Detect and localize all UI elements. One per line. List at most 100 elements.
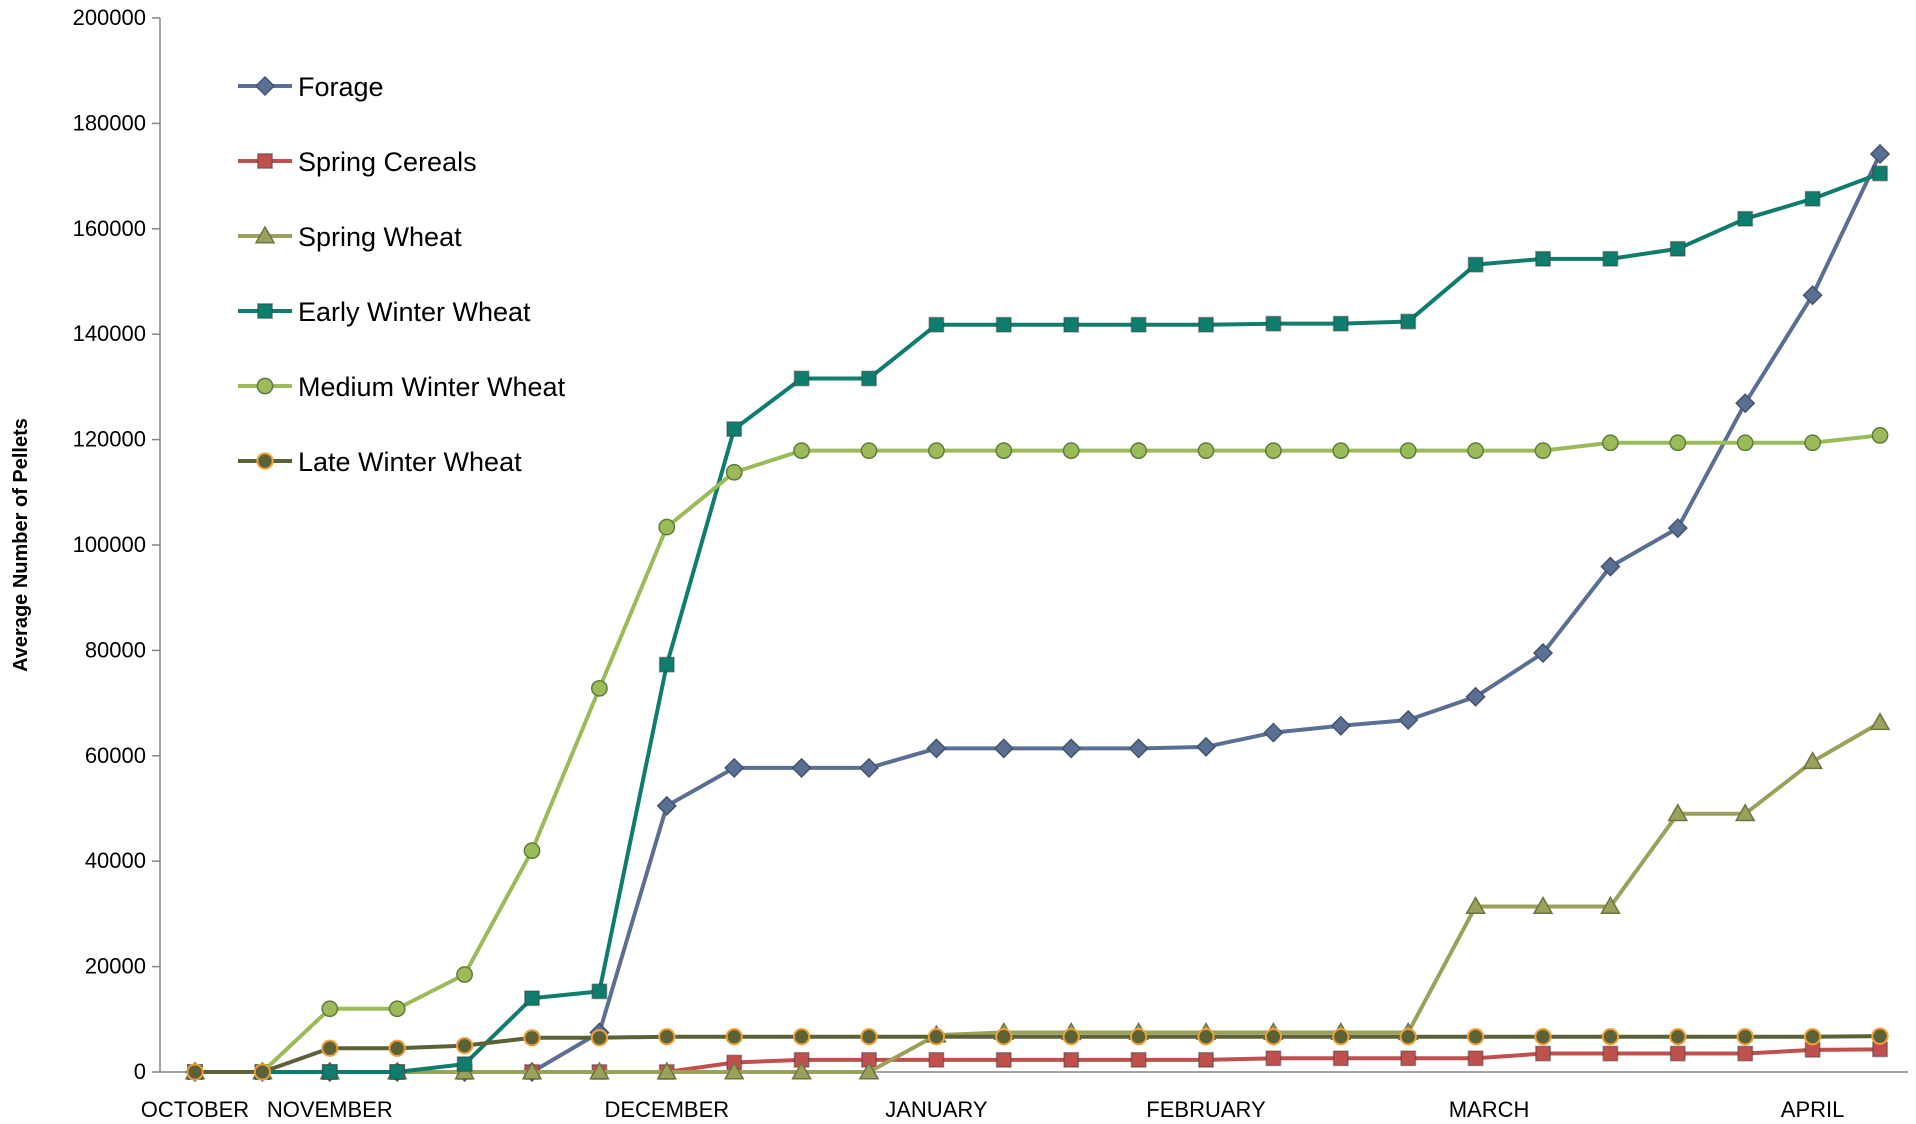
series-forage bbox=[184, 143, 1891, 1083]
series-medium-winter-wheat bbox=[186, 426, 1889, 1081]
data-point bbox=[1736, 434, 1754, 452]
data-point bbox=[589, 1061, 610, 1080]
data-point bbox=[1669, 1028, 1687, 1046]
data-point bbox=[1669, 1045, 1686, 1062]
legend-label: Late Winter Wheat bbox=[298, 447, 522, 477]
data-point bbox=[658, 1028, 676, 1046]
data-point bbox=[1332, 1050, 1349, 1067]
data-point bbox=[793, 442, 810, 460]
data-point bbox=[1802, 285, 1823, 306]
series-line bbox=[195, 1034, 1881, 1074]
series-late-winter-wheat bbox=[186, 1027, 1889, 1081]
x-month-label: APRIL bbox=[1781, 1097, 1845, 1122]
data-point bbox=[456, 1056, 473, 1073]
data-point bbox=[860, 442, 878, 460]
data-point bbox=[928, 1051, 945, 1068]
y-tick-label: 120000 bbox=[73, 427, 146, 452]
data-point bbox=[861, 370, 877, 387]
y-tick-label: 140000 bbox=[73, 321, 146, 346]
y-tick-label: 20000 bbox=[85, 954, 146, 979]
data-point bbox=[1332, 315, 1349, 332]
data-point bbox=[1601, 1028, 1620, 1046]
series-line bbox=[195, 720, 1882, 1074]
data-point bbox=[1466, 1028, 1485, 1046]
data-point bbox=[1535, 250, 1551, 267]
data-point bbox=[1467, 256, 1484, 273]
series-line bbox=[195, 1047, 1881, 1074]
x-month-label: JANUARY bbox=[885, 1097, 988, 1122]
data-point bbox=[791, 757, 812, 778]
data-point bbox=[1398, 709, 1419, 731]
data-point bbox=[1534, 442, 1552, 460]
data-point bbox=[995, 442, 1013, 460]
data-point bbox=[590, 1029, 609, 1047]
data-point bbox=[524, 990, 540, 1007]
data-point bbox=[521, 1061, 543, 1080]
data-point bbox=[591, 983, 608, 1000]
data-point bbox=[1063, 1051, 1080, 1068]
data-point bbox=[1062, 442, 1080, 460]
legend-item: Early Winter Wheat bbox=[238, 297, 531, 327]
data-point bbox=[995, 1028, 1013, 1046]
data-point bbox=[1869, 143, 1891, 165]
data-point bbox=[995, 316, 1012, 333]
data-point bbox=[1399, 442, 1417, 460]
series-line bbox=[195, 153, 1882, 1074]
data-point bbox=[1332, 1028, 1350, 1046]
data-point bbox=[658, 656, 675, 673]
data-point bbox=[656, 1061, 678, 1080]
x-month-label: OCTOBER bbox=[141, 1097, 249, 1122]
y-tick-label: 100000 bbox=[73, 532, 146, 557]
y-tick-label: 80000 bbox=[85, 637, 146, 662]
data-point bbox=[1197, 442, 1215, 460]
x-month-label: DECEMBER bbox=[604, 1097, 729, 1122]
data-point bbox=[1198, 1051, 1214, 1068]
data-point bbox=[523, 842, 541, 860]
data-point bbox=[791, 1061, 812, 1080]
data-point bbox=[1803, 1028, 1822, 1046]
data-point bbox=[1467, 442, 1484, 460]
data-point bbox=[1600, 556, 1621, 577]
legend-item: Medium Winter Wheat bbox=[238, 372, 566, 402]
legend-label: Medium Winter Wheat bbox=[298, 372, 566, 402]
data-point bbox=[1735, 393, 1756, 414]
data-point bbox=[1128, 738, 1149, 759]
data-point bbox=[1535, 1045, 1551, 1062]
data-point bbox=[1667, 518, 1688, 539]
data-point bbox=[186, 1063, 204, 1081]
legend-label: Early Winter Wheat bbox=[298, 297, 531, 327]
data-point bbox=[1669, 434, 1687, 452]
legend-label: Spring Cereals bbox=[298, 147, 477, 177]
data-point bbox=[858, 1061, 880, 1080]
legend-item: Spring Wheat bbox=[238, 222, 462, 252]
legend: Forage Spring Cereals Spring Wheat Early Wi… bbox=[238, 72, 566, 477]
legend-marker bbox=[254, 75, 276, 97]
data-point bbox=[253, 1063, 272, 1081]
data-point bbox=[455, 1037, 474, 1055]
data-point bbox=[523, 1029, 541, 1047]
data-point bbox=[1802, 751, 1823, 770]
legend-marker bbox=[257, 153, 273, 169]
legend-marker bbox=[256, 377, 274, 395]
y-tick-label: 40000 bbox=[85, 848, 146, 873]
series-line bbox=[195, 433, 1881, 1074]
data-point bbox=[1534, 1028, 1552, 1046]
data-point bbox=[1130, 1051, 1147, 1068]
x-month-label: FEBRUARY bbox=[1146, 1097, 1266, 1122]
data-point bbox=[726, 421, 743, 438]
data-point bbox=[1130, 442, 1147, 460]
x-month-label: NOVEMBER bbox=[267, 1097, 393, 1122]
data-point bbox=[321, 1039, 339, 1057]
data-point bbox=[1400, 313, 1417, 330]
data-point bbox=[1734, 803, 1756, 822]
data-point bbox=[725, 463, 743, 481]
y-axis-ticks: 0 20000 40000 60000 80000 100000 120000 140000 1… bbox=[73, 5, 160, 1084]
data-point bbox=[1264, 1028, 1283, 1046]
data-point bbox=[927, 1028, 946, 1046]
data-point bbox=[993, 738, 1014, 759]
series-spring-wheat bbox=[184, 712, 1891, 1080]
data-point bbox=[1399, 1028, 1417, 1046]
data-point bbox=[1871, 426, 1889, 444]
x-axis-month-labels: OCTOBER NOVEMBER DECEMBER JANUARY FEBRUARY MA… bbox=[141, 1097, 1845, 1122]
data-point bbox=[321, 1000, 339, 1018]
